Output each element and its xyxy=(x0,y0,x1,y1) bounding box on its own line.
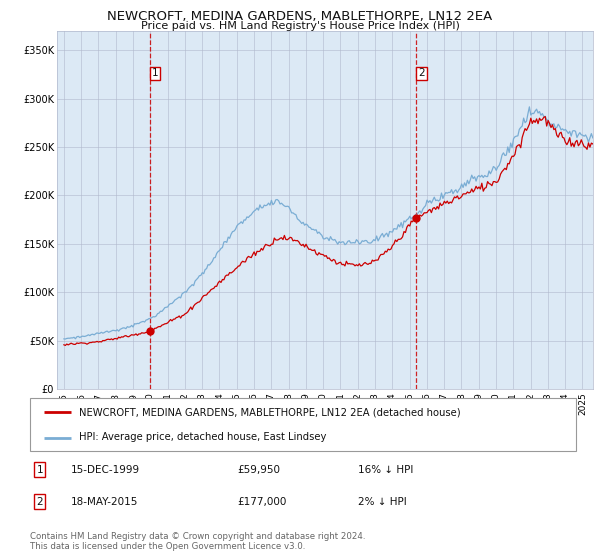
Text: 2: 2 xyxy=(418,68,425,78)
Text: 16% ↓ HPI: 16% ↓ HPI xyxy=(358,464,413,474)
Text: Contains HM Land Registry data © Crown copyright and database right 2024.
This d: Contains HM Land Registry data © Crown c… xyxy=(30,532,365,552)
Text: 18-MAY-2015: 18-MAY-2015 xyxy=(71,497,139,507)
Text: £59,950: £59,950 xyxy=(238,464,280,474)
Text: £177,000: £177,000 xyxy=(238,497,287,507)
Text: HPI: Average price, detached house, East Lindsey: HPI: Average price, detached house, East… xyxy=(79,432,326,442)
Text: 15-DEC-1999: 15-DEC-1999 xyxy=(71,464,140,474)
Text: 2: 2 xyxy=(37,497,43,507)
Text: 1: 1 xyxy=(37,464,43,474)
Text: NEWCROFT, MEDINA GARDENS, MABLETHORPE, LN12 2EA: NEWCROFT, MEDINA GARDENS, MABLETHORPE, L… xyxy=(107,10,493,23)
Text: NEWCROFT, MEDINA GARDENS, MABLETHORPE, LN12 2EA (detached house): NEWCROFT, MEDINA GARDENS, MABLETHORPE, L… xyxy=(79,408,461,418)
Text: Price paid vs. HM Land Registry's House Price Index (HPI): Price paid vs. HM Land Registry's House … xyxy=(140,21,460,31)
Text: 1: 1 xyxy=(152,68,158,78)
FancyBboxPatch shape xyxy=(30,398,576,451)
Text: 2% ↓ HPI: 2% ↓ HPI xyxy=(358,497,406,507)
